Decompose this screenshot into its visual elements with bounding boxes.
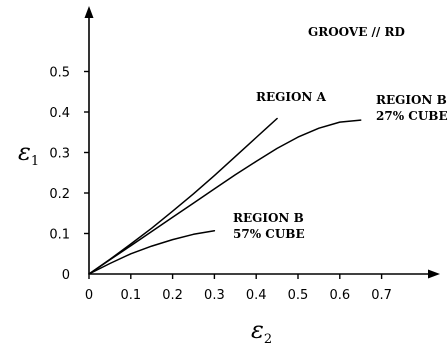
- axes: [84, 6, 440, 279]
- region-b-27-label-line: REGION B: [376, 93, 447, 107]
- x-tick-label: 0: [85, 288, 93, 303]
- x-tick-label: 0.6: [329, 288, 350, 303]
- y-tick-label: 0.4: [49, 106, 70, 121]
- groove-annotation: GROOVE // RD: [308, 25, 405, 39]
- x-tick-label: 0.7: [371, 288, 392, 303]
- x-tick-label: 0.3: [204, 288, 225, 303]
- x-axis-label: ε2: [251, 316, 272, 347]
- region-b-57-curve: [88, 229, 216, 275]
- y-tick-label: 0.2: [49, 187, 70, 202]
- region-b-27-label-line: 27% CUBE: [376, 109, 448, 123]
- region-b-27-curve: [88, 119, 362, 275]
- x-axis-arrowhead: [428, 269, 440, 279]
- x-tick-label: 0.1: [120, 288, 141, 303]
- ticks: 0 0.1 0.2 0.3 0.4 0.5 0.6 0.7 0 0.1 0.2 0.3 0.4 0.5: [49, 66, 392, 304]
- y-tick-label: 0: [62, 268, 70, 283]
- x-tick-label: 0.4: [246, 288, 267, 303]
- region-a-label-line: REGION A: [256, 90, 327, 104]
- y-tick-label: 0.1: [49, 228, 70, 243]
- y-axis-label-subscript: 1: [31, 154, 39, 169]
- region-b-57-label-line: REGION B: [233, 211, 304, 225]
- y-tick-label: 0.5: [49, 66, 70, 81]
- y-axis-label: ε1: [18, 138, 39, 169]
- region-a-curve: [88, 117, 278, 275]
- y-tick-label: 0.3: [49, 147, 70, 162]
- x-tick-label: 0.2: [162, 288, 183, 303]
- curves: [88, 117, 362, 275]
- y-axis-arrowhead: [84, 6, 94, 18]
- region-b-57-label-line: 57% CUBE: [233, 227, 305, 241]
- x-axis-label-subscript: 2: [264, 332, 272, 347]
- series-labels: REGION A REGION B 27% CUBE REGION B 57% CUBE: [233, 90, 448, 241]
- x-tick-label: 0.5: [288, 288, 309, 303]
